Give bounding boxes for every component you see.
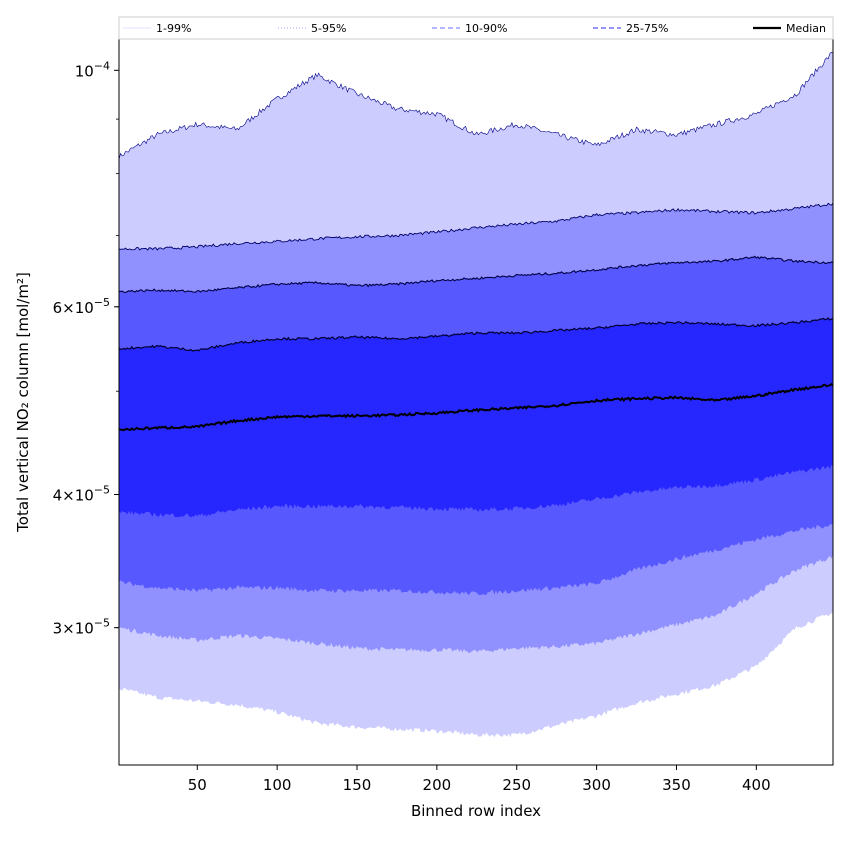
legend-label: 1-99% — [156, 22, 191, 35]
legend-label: 25-75% — [626, 22, 668, 35]
x-tick-label: 50 — [188, 776, 207, 794]
legend-label: Median — [786, 22, 826, 35]
legend-box — [118, 16, 834, 40]
median-line — [119, 382, 833, 432]
x-tick-label: 300 — [582, 776, 611, 794]
legend-label: 5-95% — [311, 22, 346, 35]
x-tick-label: 150 — [343, 776, 372, 794]
y-tick-label: 4×10−5 — [53, 484, 110, 505]
percentile-bands — [119, 52, 833, 738]
x-tick-label: 250 — [502, 776, 531, 794]
y-tick-label: 10−4 — [75, 59, 110, 80]
x-tick-label: 200 — [423, 776, 452, 794]
y-tick-label: 3×10−5 — [53, 617, 110, 638]
edge-99 — [119, 51, 833, 160]
x-axis: 50 100 150 200 250 300 350 400 — [188, 765, 771, 794]
x-tick-label: 400 — [742, 776, 771, 794]
edge-90 — [119, 255, 833, 293]
y-tick-label: 6×10−5 — [53, 296, 110, 317]
band-25-75 — [119, 318, 833, 518]
legend: 1-99% 5-95% 10-90% 25-75% Median — [118, 16, 834, 40]
percentile-edges — [119, 51, 833, 352]
legend-label: 10-90% — [465, 22, 507, 35]
y-axis: 10−4 6×10−5 4×10−5 3×10−5 — [53, 59, 119, 638]
x-axis-label: Binned row index — [411, 802, 541, 820]
x-tick-label: 100 — [263, 776, 292, 794]
edge-75 — [119, 317, 833, 352]
median-layer — [119, 382, 833, 432]
edge-95 — [119, 202, 833, 251]
x-tick-label: 350 — [662, 776, 691, 794]
y-axis-label: Total vertical NO₂ column [mol/m²] — [14, 272, 32, 533]
